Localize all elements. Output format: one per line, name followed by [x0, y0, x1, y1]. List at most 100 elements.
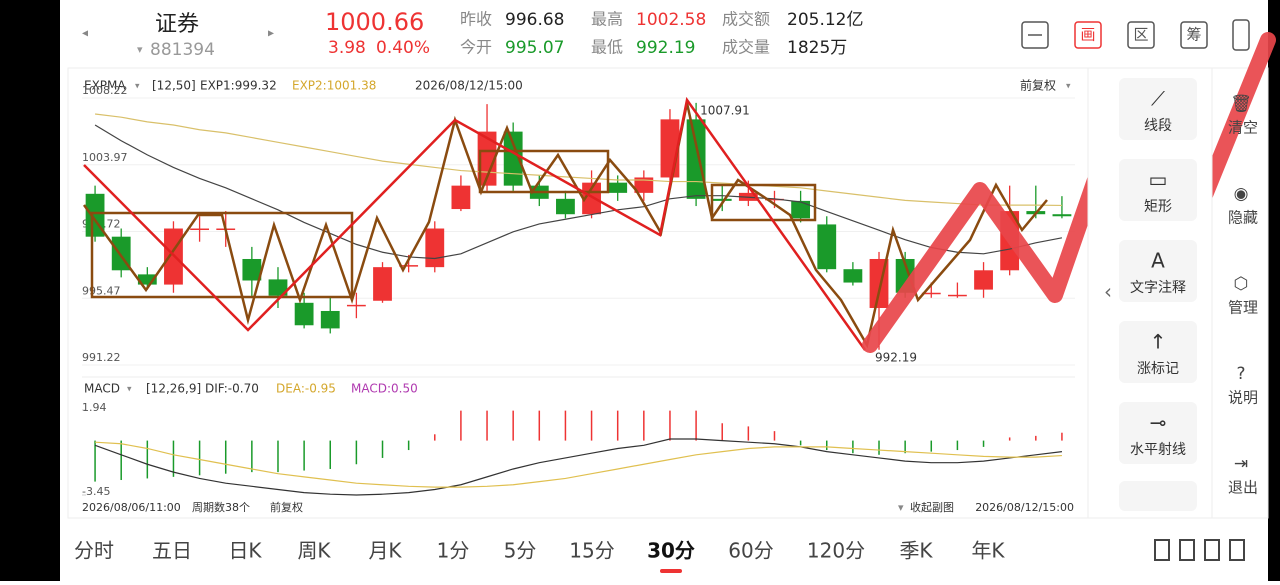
period-tab[interactable]: 分时	[74, 539, 114, 563]
side-label[interactable]: 清空	[1228, 119, 1258, 137]
side-label[interactable]: 隐藏	[1228, 209, 1258, 227]
dropdown[interactable]: ▾	[1066, 82, 1071, 92]
icon-label: 画	[1080, 26, 1095, 44]
exp1-label: EXP1:999.32	[200, 79, 277, 93]
stat-value: 1002.58	[636, 10, 706, 30]
side-icon[interactable]: ?	[1236, 364, 1245, 384]
icon-box[interactable]	[1127, 21, 1155, 49]
side-icon[interactable]: ⬡	[1234, 274, 1249, 294]
icon-box[interactable]	[1074, 21, 1102, 49]
tool-button[interactable]	[1119, 321, 1197, 383]
exp2-line	[94, 113, 1062, 207]
drawn-rect	[478, 149, 610, 194]
stock-name: 证券	[155, 12, 199, 37]
left-bezel	[0, 0, 60, 581]
tool-icon: ↑	[1150, 330, 1167, 354]
period-tab[interactable]: 月K	[368, 539, 402, 563]
y-tick-label: 991.22	[82, 351, 121, 364]
max-label: 1007.91	[700, 103, 750, 117]
candle-body	[791, 200, 811, 219]
tab-indicator	[660, 569, 682, 573]
menu-icon[interactable]	[1150, 537, 1260, 563]
period-tab[interactable]: 1分	[437, 539, 470, 563]
tool-button[interactable]	[1119, 481, 1197, 511]
side-label[interactable]: 退出	[1228, 479, 1258, 497]
dropdown[interactable]: ▾	[127, 385, 132, 395]
icon-label: 区	[1133, 26, 1148, 44]
stat-label: 成交量	[722, 38, 770, 57]
tool-label: 水平射线	[1130, 442, 1186, 458]
candle-body	[843, 269, 863, 283]
collapse[interactable]: 收起副图	[910, 500, 954, 514]
icon-phone[interactable]	[1232, 19, 1250, 51]
period-tab[interactable]: 120分	[807, 539, 865, 563]
collapse-arrow[interactable]: ▾	[898, 501, 904, 514]
stat-value: 205.12亿	[787, 10, 863, 30]
drawn-rect	[90, 211, 354, 299]
side-label[interactable]: 管理	[1228, 299, 1258, 317]
dif-label: DIF:-0.70	[205, 382, 259, 396]
side-label[interactable]: 说明	[1228, 389, 1258, 407]
side-icon[interactable]: ◉	[1234, 184, 1249, 204]
period-tab[interactable]: 季K	[899, 539, 933, 563]
tool-button[interactable]	[1119, 240, 1197, 302]
chart-frame	[67, 67, 1269, 519]
candle-body	[503, 131, 523, 186]
candle-body	[921, 292, 941, 295]
end-time: 2026/08/12/15:00	[975, 501, 1074, 514]
main-chart: EXPMA ▾ [12,50] EXP1:999.32 EXP2:1001.38 2026…	[82, 78, 1075, 366]
icon-box[interactable]	[1180, 21, 1208, 49]
candle-body	[634, 177, 654, 193]
tool-button[interactable]	[1119, 159, 1197, 221]
period-tab[interactable]: 30分	[647, 539, 695, 563]
indicator[interactable]: MACD	[84, 382, 120, 396]
period-tab[interactable]: 60分	[728, 539, 773, 563]
period-tab[interactable]: 年K	[971, 539, 1005, 563]
stock-code: 881394	[150, 40, 215, 60]
dropdown[interactable]: ▾	[135, 82, 140, 92]
side-menu: 🗑 清空 ◉ 隐藏 ⬡ 管理? 说明 ⇥ 退出	[1228, 94, 1258, 497]
candle-body	[765, 198, 784, 201]
tool-label: 文字注释	[1130, 280, 1186, 296]
dea-line	[95, 441, 1062, 488]
drawn-trend	[83, 96, 867, 351]
stat-label: 成交额	[722, 10, 770, 29]
tool-button[interactable]	[1119, 402, 1197, 464]
period-tab[interactable]: 日K	[228, 539, 262, 563]
period-tab[interactable]: 周K	[297, 539, 331, 563]
prev-arrow[interactable]: ◂	[82, 26, 88, 40]
period-tab[interactable]: 5分	[504, 539, 537, 563]
candle-body	[425, 228, 445, 268]
stat-value: 995.07	[505, 38, 564, 58]
tool-button[interactable]	[1119, 78, 1197, 140]
tool-icon: ⟋	[1151, 87, 1165, 111]
start-time: 2026/08/06/11:00	[82, 501, 181, 514]
adjust[interactable]: 前复权	[1020, 78, 1056, 93]
dropdown[interactable]: ▾	[137, 43, 143, 56]
side-icon[interactable]: ⇥	[1234, 454, 1248, 474]
period-tab[interactable]: 15分	[569, 539, 614, 563]
macd-label: MACD:0.50	[351, 382, 418, 396]
time: 2026/08/12/15:00	[415, 79, 523, 93]
tool-icon: A	[1151, 249, 1165, 273]
stat-value: 992.19	[636, 38, 695, 58]
stat-label: 最高	[591, 10, 623, 29]
side-icon[interactable]: 🗑	[1230, 94, 1252, 114]
y-tick-label: 1.94	[82, 401, 107, 414]
next-arrow[interactable]: ▸	[268, 26, 274, 40]
y-tick-label: 995.47	[82, 284, 121, 297]
exp1-line	[94, 124, 1063, 260]
period-tab[interactable]: 五日	[152, 539, 192, 563]
candle-body	[320, 310, 340, 329]
panel-collapse[interactable]: ‹	[1104, 280, 1112, 304]
drawn-rect	[710, 183, 817, 222]
stat-label: 最低	[591, 38, 623, 57]
dif-line	[94, 438, 1063, 496]
last-price: 1000.66	[325, 8, 424, 36]
indicator[interactable]: EXPMA	[84, 79, 126, 93]
candle-body	[1052, 214, 1072, 217]
exp2-label: EXP2:1001.38	[292, 79, 376, 93]
period-count: 周期数38个	[192, 501, 250, 514]
icon-box[interactable]	[1021, 21, 1049, 49]
